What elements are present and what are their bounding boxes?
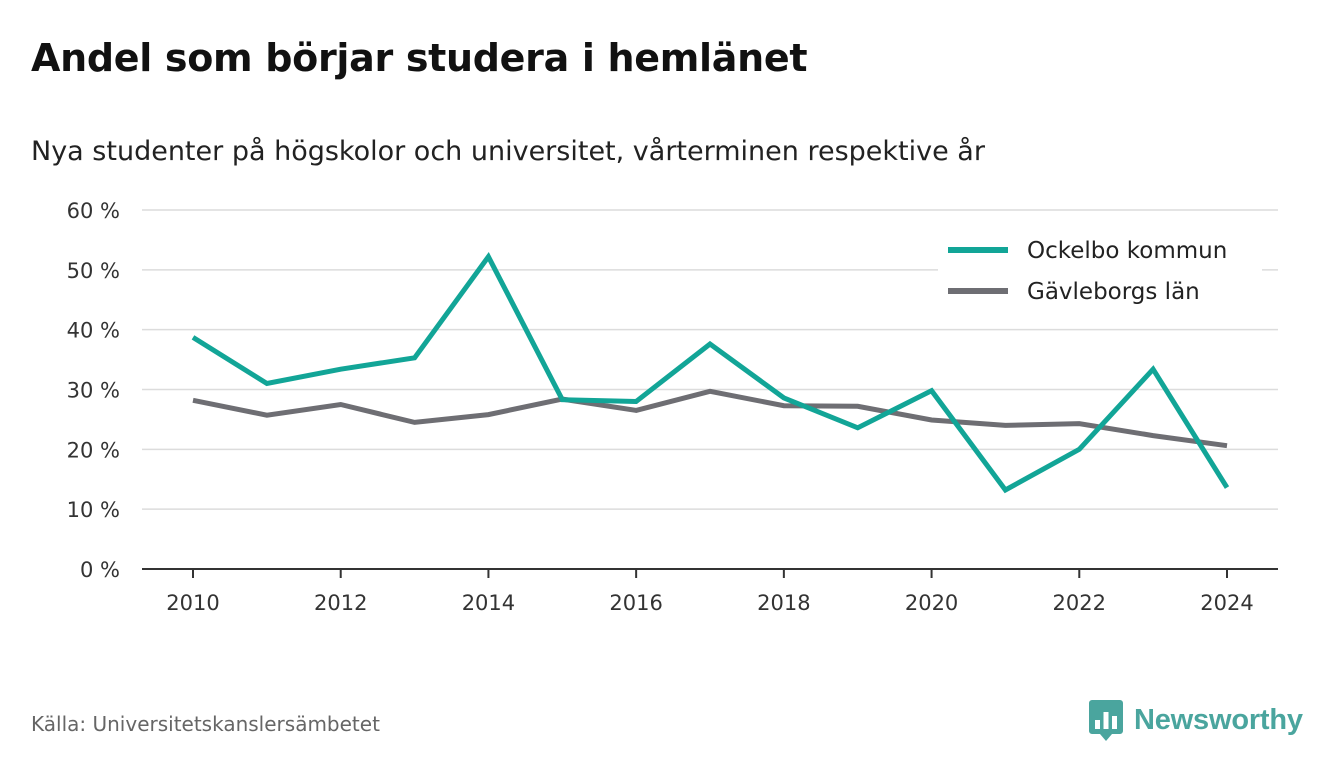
bar-chart-speech-bubble-icon (1089, 700, 1123, 741)
brand-logo: Newsworthy (1088, 697, 1303, 743)
y-tick-label: 10 % (67, 498, 120, 522)
y-tick-label: 60 % (67, 199, 120, 223)
series-line-gavleborg (192, 388, 1228, 449)
y-tick-label: 40 % (67, 319, 120, 343)
x-tick-label: 2022 (1053, 591, 1106, 615)
legend: Ockelbo kommun Gävleborgs län (938, 232, 1262, 322)
source-note: Källa: Universitetskanslersämbetet (31, 712, 380, 736)
y-tick-label: 20 % (67, 438, 120, 462)
y-tick-label: 30 % (67, 379, 120, 403)
chart-subtitle: Nya studenter på högskolor och universit… (31, 136, 985, 167)
x-tick-label: 2016 (609, 591, 662, 615)
series-line-ockelbo (191, 251, 1230, 494)
x-tick-label: 2024 (1200, 591, 1253, 615)
x-tick-label: 2012 (314, 591, 367, 615)
series-lines (191, 251, 1230, 494)
chart-title: Andel som börjar studera i hemlänet (31, 36, 808, 80)
brand-name: Newsworthy (1134, 703, 1303, 736)
y-tick-label: 50 % (67, 259, 120, 283)
legend-label-gavleborg: Gävleborgs län (1027, 279, 1200, 305)
x-axis: 2010 2012 2014 2016 2018 2020 2022 2024 (142, 568, 1278, 615)
x-tick-label: 2014 (462, 591, 515, 615)
y-axis-ticks: 0 % 10 % 20 % 30 % 40 % 50 % 60 % (67, 199, 120, 582)
x-tick-label: 2020 (905, 591, 958, 615)
legend-label-ockelbo: Ockelbo kommun (1027, 238, 1227, 264)
y-tick-label: 0 % (80, 558, 120, 582)
x-tick-label: 2010 (166, 591, 219, 615)
x-tick-label: 2018 (757, 591, 810, 615)
